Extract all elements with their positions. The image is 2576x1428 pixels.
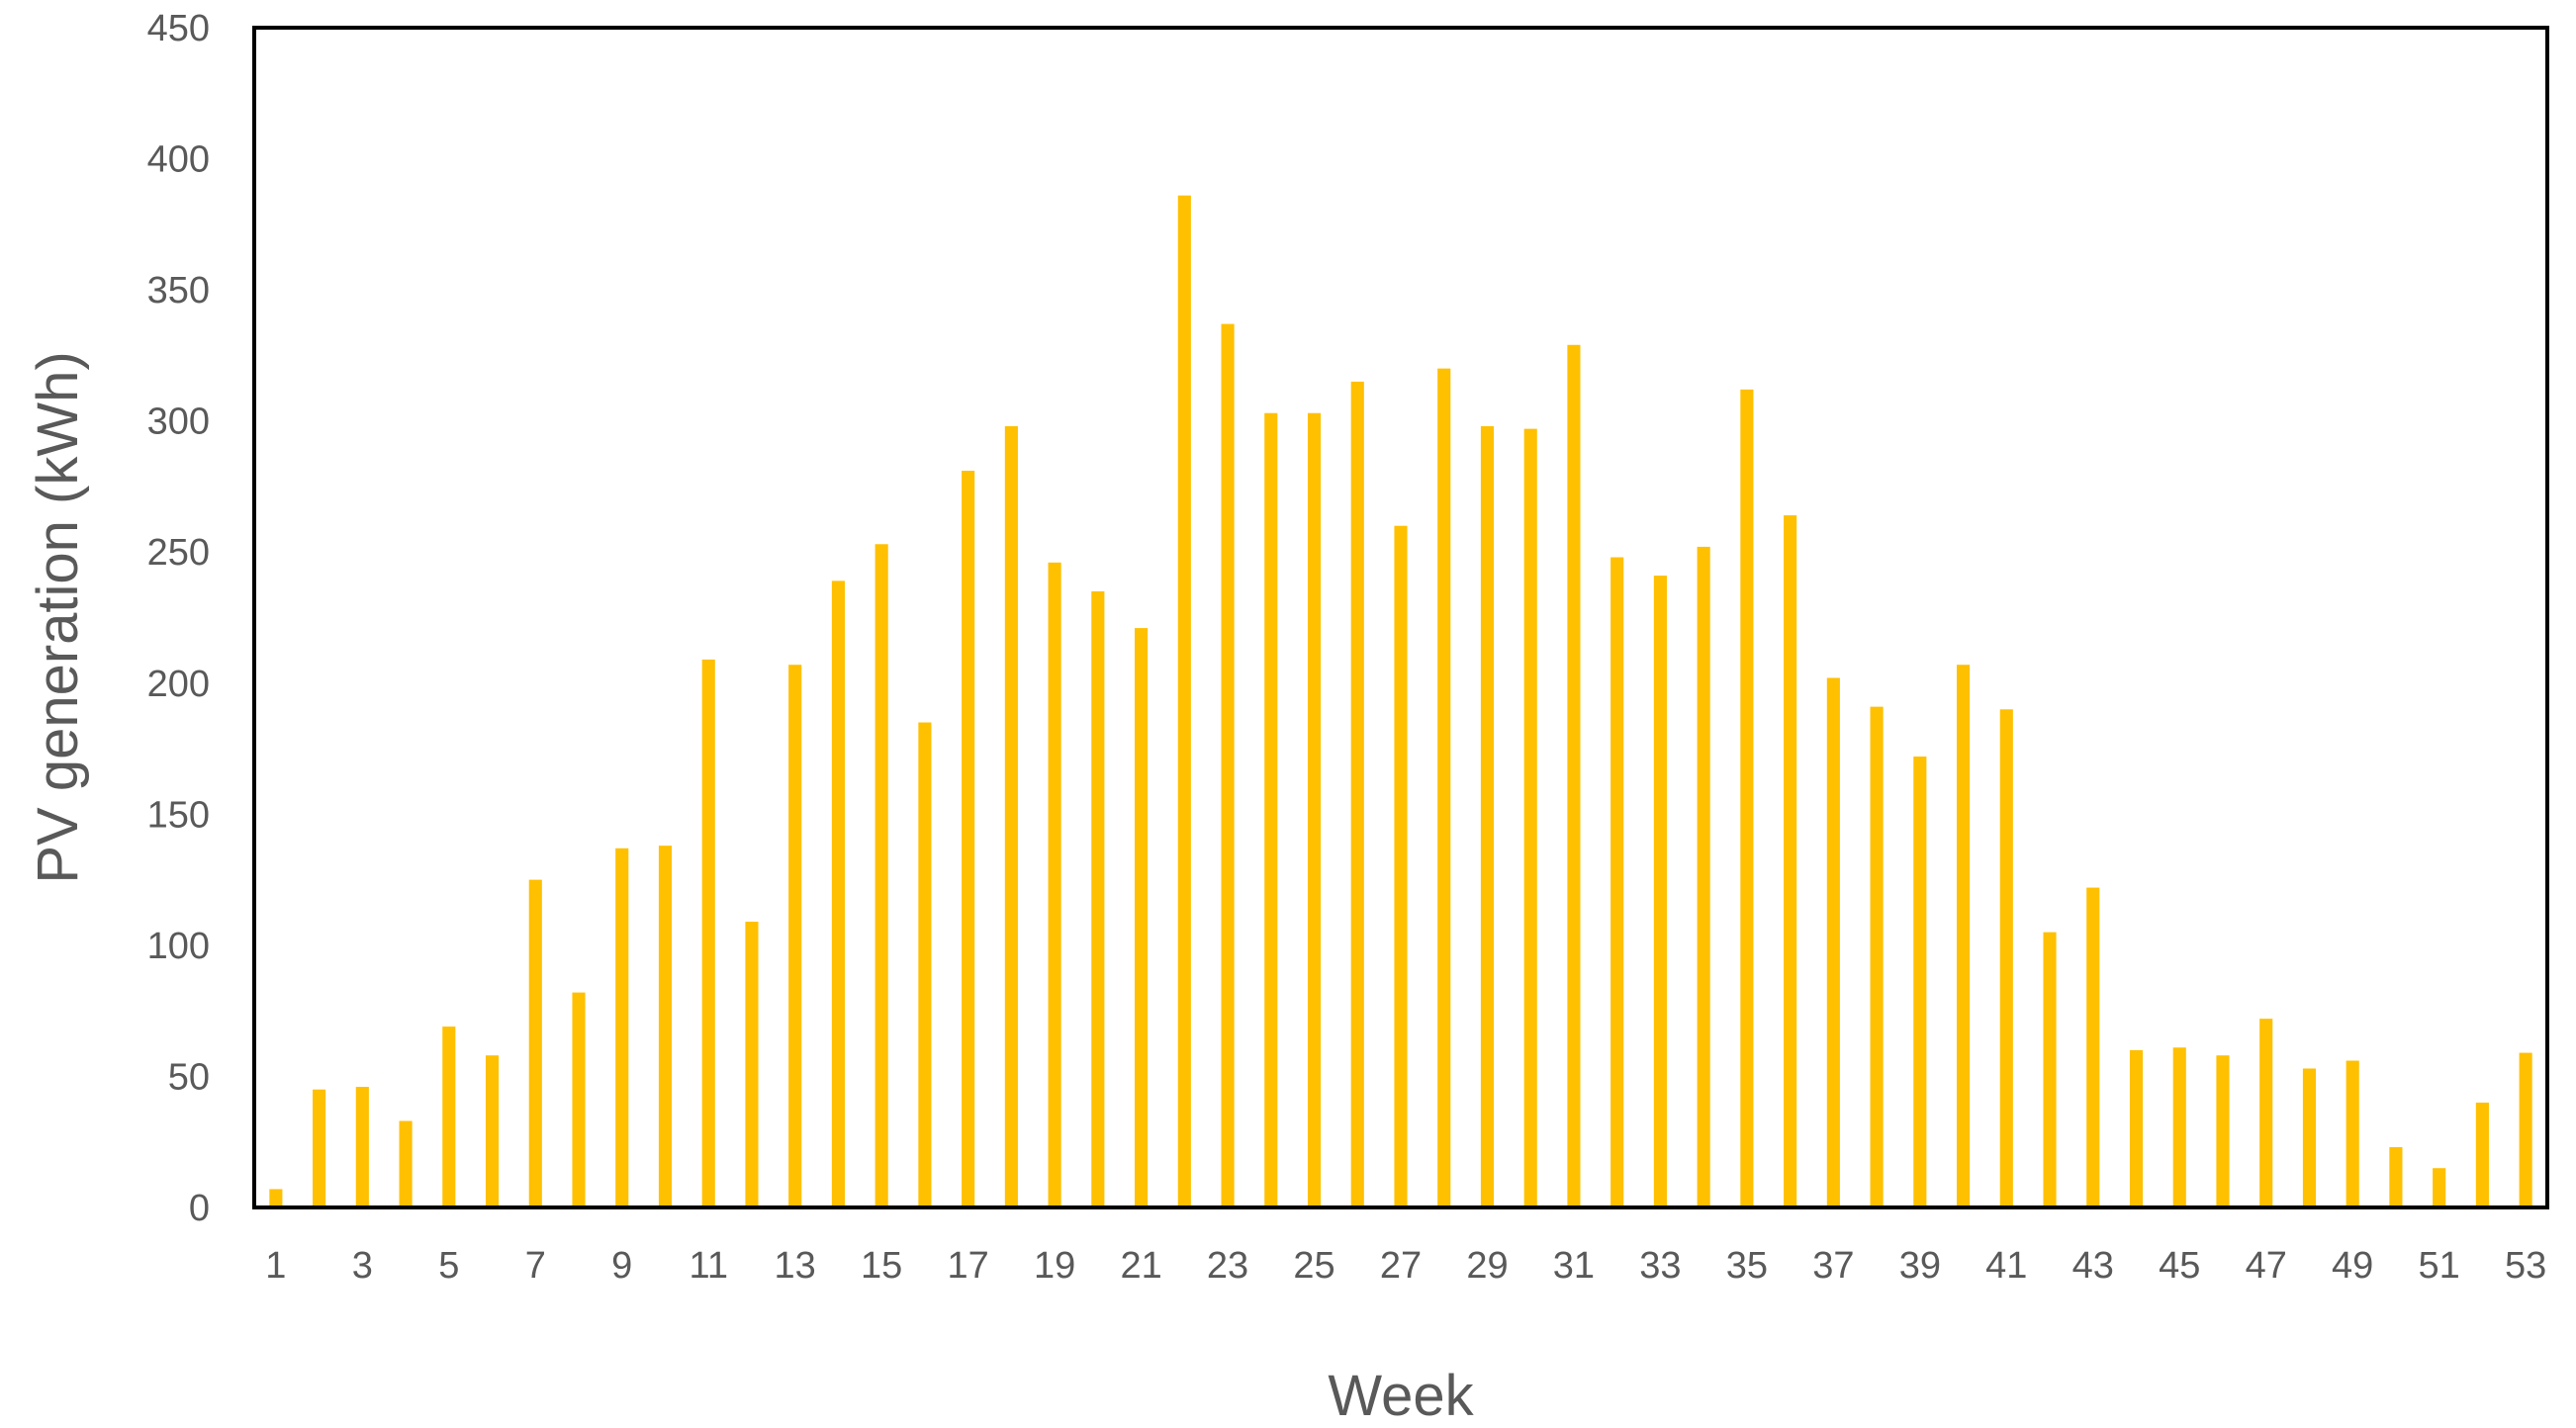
bar-week-29: [1480, 425, 1495, 1208]
y-axis-ticks: 0 50 100 150 200 250 300 350 400 450: [147, 8, 210, 1229]
x-tick-label: 7: [525, 1245, 546, 1287]
x-tick-label: 17: [947, 1245, 988, 1287]
bar-week-4: [399, 1120, 413, 1207]
bar-week-50: [2389, 1147, 2403, 1207]
bar-week-45: [2172, 1047, 2186, 1207]
x-tick-label: 23: [1207, 1245, 1248, 1287]
x-tick-label: 19: [1034, 1245, 1075, 1287]
bar-week-33: [1653, 576, 1667, 1207]
bar-week-25: [1307, 412, 1322, 1208]
x-tick-label: 43: [2072, 1245, 2114, 1287]
x-tick-label: 47: [2246, 1245, 2287, 1287]
x-tick-label: 15: [861, 1245, 902, 1287]
bar-week-28: [1437, 368, 1451, 1207]
bar-week-17: [962, 471, 975, 1207]
bar-week-18: [1004, 425, 1018, 1208]
bar-week-39: [1913, 757, 1927, 1207]
bar-week-49: [2346, 1060, 2359, 1207]
x-tick-label: 29: [1466, 1245, 1508, 1287]
x-axis-title: Week: [1328, 1364, 1474, 1428]
x-tick-label: 35: [1726, 1245, 1768, 1287]
bar-week-10: [658, 846, 673, 1207]
y-tick-label: 150: [147, 794, 210, 836]
bar-week-13: [788, 665, 802, 1207]
bar-week-47: [2259, 1019, 2273, 1207]
x-tick-label: 41: [1985, 1245, 2027, 1287]
x-tick-label: 37: [1812, 1245, 1854, 1287]
x-tick-label: 45: [2159, 1245, 2200, 1287]
bar-week-2: [313, 1089, 326, 1207]
y-tick-label: 350: [147, 270, 210, 312]
y-tick-label: 400: [147, 139, 210, 181]
y-tick-label: 300: [147, 402, 210, 443]
bar-week-38: [1870, 706, 1884, 1207]
y-tick-label: 250: [147, 532, 210, 574]
x-tick-label: 3: [352, 1245, 373, 1287]
x-axis-ticks: 1 3 5 7 9 11 13 15 17 19 21 23 25 27 29 31 33 35 37 39 41 43 4…: [265, 1245, 2546, 1287]
bar-week-6: [485, 1055, 500, 1207]
bar-week-15: [874, 544, 888, 1207]
bar-week-12: [745, 922, 759, 1207]
x-tick-label: 49: [2332, 1245, 2373, 1287]
bar-week-40: [1957, 665, 1971, 1207]
x-tick-label: 39: [1899, 1245, 1941, 1287]
bar-week-1: [269, 1189, 283, 1207]
y-tick-label: 450: [147, 8, 210, 49]
y-axis-title: PV generation (kWh): [26, 351, 90, 883]
x-tick-label: 27: [1380, 1245, 1422, 1287]
y-tick-label: 50: [168, 1056, 210, 1098]
bar-week-41: [1999, 709, 2013, 1207]
x-tick-label: 5: [438, 1245, 459, 1287]
x-tick-label: 53: [2505, 1245, 2546, 1287]
y-tick-label: 0: [189, 1188, 210, 1229]
bar-week-30: [1523, 428, 1537, 1207]
x-tick-label: 31: [1553, 1245, 1595, 1287]
x-tick-label: 11: [690, 1245, 728, 1287]
x-tick-label: 9: [611, 1245, 632, 1287]
bar-week-27: [1394, 525, 1408, 1207]
bar-week-22: [1177, 195, 1191, 1208]
bar-week-7: [528, 879, 542, 1207]
bar-week-26: [1350, 381, 1364, 1207]
bar-week-31: [1567, 344, 1581, 1207]
bar-week-34: [1697, 546, 1710, 1207]
bars-group: [269, 195, 2532, 1208]
bar-week-9: [615, 848, 629, 1207]
y-tick-label: 100: [147, 926, 210, 967]
bar-week-32: [1610, 557, 1624, 1207]
bar-week-16: [918, 722, 932, 1207]
bar-week-35: [1740, 389, 1754, 1208]
bar-week-52: [2475, 1102, 2489, 1207]
bar-week-23: [1221, 323, 1235, 1208]
x-tick-label: 25: [1293, 1245, 1334, 1287]
y-tick-label: 200: [147, 664, 210, 705]
x-tick-label: 33: [1639, 1245, 1681, 1287]
bar-week-19: [1048, 562, 1061, 1207]
bar-week-20: [1091, 590, 1105, 1207]
bar-week-46: [2216, 1055, 2230, 1207]
bar-week-8: [572, 992, 586, 1207]
bar-week-53: [2519, 1052, 2532, 1207]
bar-week-43: [2086, 887, 2100, 1207]
bar-week-14: [831, 580, 845, 1207]
bar-week-44: [2129, 1049, 2144, 1207]
bar-week-3: [355, 1087, 369, 1207]
bar-week-42: [2043, 932, 2057, 1207]
bar-week-11: [701, 659, 715, 1207]
bar-week-24: [1264, 412, 1278, 1208]
x-tick-label: 51: [2419, 1245, 2460, 1287]
x-tick-label: 1: [265, 1245, 286, 1287]
plot-area-frame: [252, 26, 2549, 1209]
bar-week-48: [2302, 1068, 2317, 1207]
bar-week-51: [2433, 1168, 2446, 1207]
bar-week-5: [442, 1026, 456, 1207]
bar-week-37: [1826, 677, 1840, 1207]
bar-week-36: [1784, 515, 1797, 1207]
x-tick-label: 21: [1120, 1245, 1161, 1287]
bar-week-21: [1135, 628, 1149, 1207]
x-tick-label: 13: [775, 1245, 816, 1287]
